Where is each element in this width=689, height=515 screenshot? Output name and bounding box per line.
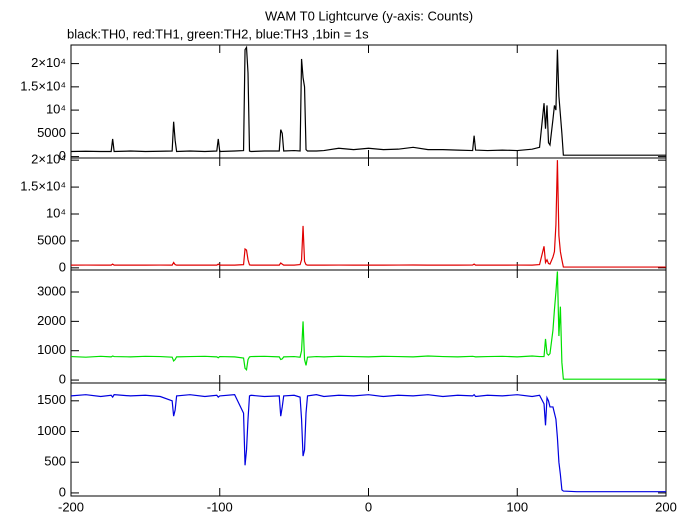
chart-title: WAM T0 Lightcurve (y-axis: Counts) — [265, 8, 473, 23]
y-tick-label: 500 — [44, 454, 66, 469]
chart-subtitle: black:TH0, red:TH1, green:TH2, blue:TH3 … — [67, 26, 369, 41]
x-tick-label: 100 — [506, 499, 528, 514]
y-tick-label: 10⁴ — [46, 102, 66, 117]
x-tick-label: -200 — [58, 499, 84, 514]
y-tick-label: 1500 — [37, 392, 66, 407]
plot-frame — [70, 157, 667, 271]
plot-frame — [70, 382, 667, 497]
x-tick-label: 200 — [655, 499, 677, 514]
y-tick-label: 5000 — [37, 232, 66, 247]
plot-frame — [70, 44, 667, 159]
y-tick-label: 1.5×10⁴ — [20, 179, 66, 194]
y-tick-label: 2×10⁴ — [31, 152, 66, 167]
y-tick-label: 0 — [59, 372, 66, 387]
lightcurve — [70, 160, 666, 268]
lightcurve — [70, 393, 666, 493]
y-tick-label: 0 — [59, 484, 66, 499]
x-tick-label: -100 — [207, 499, 233, 514]
lightcurve — [70, 271, 666, 380]
y-tick-label: 1.5×10⁴ — [20, 78, 66, 93]
y-tick-label: 1000 — [37, 342, 66, 357]
y-tick-label: 10⁴ — [46, 205, 66, 220]
y-tick-label: 3000 — [37, 283, 66, 298]
y-tick-label: 0 — [59, 148, 66, 163]
y-tick-label: 1000 — [37, 423, 66, 438]
y-tick-label: 5000 — [37, 125, 66, 140]
y-tick-label: 2×10⁴ — [31, 55, 66, 70]
y-tick-label: 0 — [59, 259, 66, 274]
y-tick-label: 2000 — [37, 313, 66, 328]
plot-frame — [70, 269, 667, 384]
x-tick-label: 0 — [365, 499, 372, 514]
lightcurve — [70, 45, 666, 156]
